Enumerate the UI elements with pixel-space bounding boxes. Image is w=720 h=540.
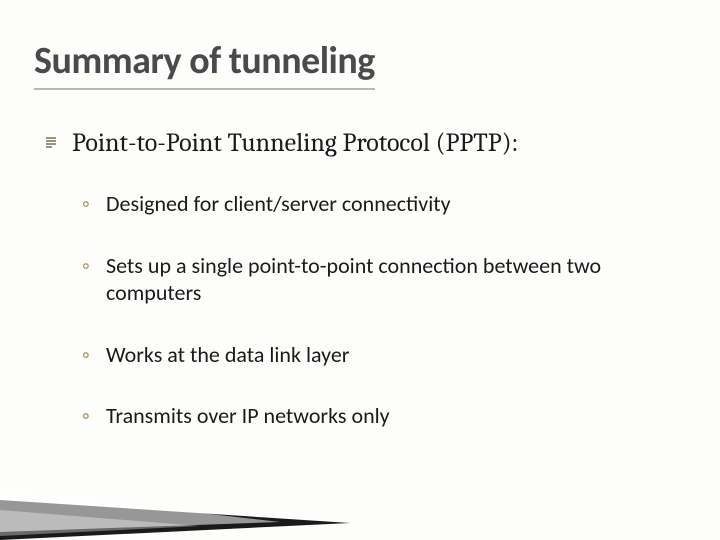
ring-marker-icon: ◦ — [82, 402, 100, 429]
ring-marker-icon: ◦ — [82, 252, 100, 279]
main-bullet-row: Point-to-Point Tunneling Protocol (PPTP)… — [44, 128, 680, 159]
slide: Summary of tunneling Point-to-Point Tunn… — [0, 0, 720, 540]
list-item: ◦ Transmits over IP networks only — [82, 402, 670, 430]
main-bullet-block: Point-to-Point Tunneling Protocol (PPTP)… — [44, 128, 680, 159]
sub-item-text: Designed for client/server connectivity — [106, 190, 451, 218]
sub-item-text: Works at the data link layer — [106, 341, 349, 369]
main-heading: Point-to-Point Tunneling Protocol (PPTP)… — [72, 128, 518, 159]
sub-item-text: Transmits over IP networks only — [106, 402, 390, 430]
ring-marker-icon: ◦ — [82, 341, 100, 368]
sub-item-text: Sets up a single point-to-point connecti… — [106, 252, 670, 307]
sub-bullet-list: ◦ Designed for client/server connectivit… — [82, 190, 670, 464]
list-item: ◦ Sets up a single point-to-point connec… — [82, 252, 670, 307]
bullet-icon — [44, 135, 62, 154]
list-item: ◦ Designed for client/server connectivit… — [82, 190, 670, 218]
list-item: ◦ Works at the data link layer — [82, 341, 670, 369]
corner-decoration — [0, 470, 360, 540]
ring-marker-icon: ◦ — [82, 190, 100, 217]
slide-title: Summary of tunneling — [34, 38, 375, 90]
